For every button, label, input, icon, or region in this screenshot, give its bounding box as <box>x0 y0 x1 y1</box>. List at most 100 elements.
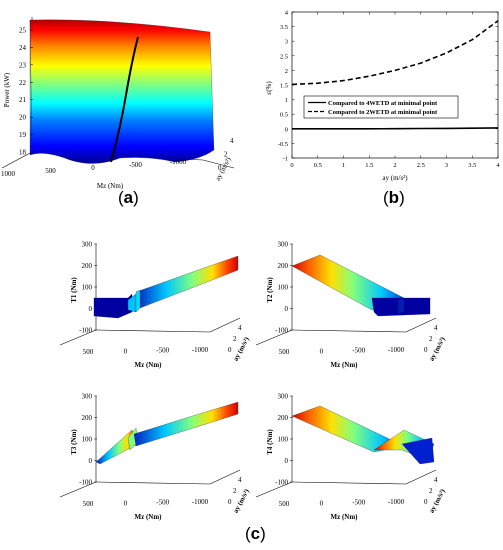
c-ztick-label: 0 <box>89 305 93 313</box>
c-xtick-label: 0 <box>320 499 324 507</box>
c-ytick-label: 0 <box>228 346 232 354</box>
c2-surface <box>291 254 431 317</box>
c-xlabel: Mz (Nm) <box>330 513 358 521</box>
c-ytick-label: 2 <box>429 487 433 495</box>
a-ztick-label: 22 <box>19 79 27 87</box>
b-ytick-label: 1 <box>285 97 288 104</box>
panel-b: -1 -0.5 0 0.5 1 1.5 2 2.5 3 3.5 4 0 0.5 1 1.5 2 2.5 3 3.5… <box>265 10 500 183</box>
a-xtick-label: 0 <box>91 164 95 172</box>
c-ztick-label: -100 <box>79 479 92 487</box>
panel-label-b: (b) <box>383 188 405 207</box>
b-plot-area <box>291 11 499 159</box>
a-xtick-label: 500 <box>45 167 56 175</box>
c-ztick-label: -100 <box>275 327 288 335</box>
c-xlabel: Mz (Nm) <box>134 361 162 369</box>
c-ytick-label: 4 <box>434 324 438 332</box>
b-ytick-label: 3 <box>285 39 288 46</box>
c3-surface <box>95 401 239 465</box>
c-xtick-label: -1000 <box>192 346 209 354</box>
c-ztick-label: -100 <box>275 479 288 487</box>
panel-label-a: (a) <box>118 188 139 207</box>
b-ylabel: ε(%) <box>265 81 273 95</box>
b-xtick-label: 0.5 <box>314 162 322 169</box>
c-ztick-label: 300 <box>278 241 289 249</box>
b-ytick-label: 2.5 <box>280 53 288 60</box>
c-xtick-label: 500 <box>83 348 94 356</box>
b-ytick-label: 1.5 <box>280 83 288 90</box>
a-ztick-label: 23 <box>19 61 27 69</box>
b-ytick-label: 4 <box>285 10 289 17</box>
b-xtick-label: 3.5 <box>468 162 476 169</box>
c-ztick-label: 300 <box>82 241 93 249</box>
c-zlabel: T1 (Nm) <box>70 277 78 303</box>
b-xtick-label: 1.5 <box>365 162 373 169</box>
c-ztick-label: 300 <box>278 393 289 401</box>
c-ytick-label: 2 <box>233 335 237 343</box>
c-xtick-label: -500 <box>156 499 169 507</box>
b-xtick-label: 4 <box>496 162 500 169</box>
a-ytick-label: 4 <box>230 137 234 145</box>
c-ytick-label: 2 <box>429 335 433 343</box>
b-xtick-label: 3 <box>445 162 448 169</box>
c-xtick-label: 0 <box>124 499 128 507</box>
c-ztick-label: 200 <box>278 262 289 270</box>
a-xlabel: Mz (Nm) <box>97 182 124 190</box>
a-zlabel: Power (kW) <box>3 72 11 107</box>
legend-item-2wetd: Compared to 2WETD at minimal point <box>328 109 438 116</box>
a-ztick-label: 24 <box>19 44 27 52</box>
c-xtick-label: -1000 <box>192 498 209 506</box>
b-xtick-label: 1 <box>342 162 345 169</box>
c-ztick-label: 200 <box>82 262 93 270</box>
c-ztick-label: 300 <box>82 393 93 401</box>
b-xtick-label: 2 <box>393 162 396 169</box>
a-ylabel: ay (m/s²) <box>214 155 233 182</box>
c-ztick-label: 200 <box>278 414 289 422</box>
c-xtick-label: -1000 <box>388 498 405 506</box>
c-ytick-label: 4 <box>434 476 438 484</box>
c-zlabel: T3 (Nm) <box>70 429 78 455</box>
minimal-point-curve <box>110 36 139 163</box>
series-line-2wetd <box>291 20 499 86</box>
c-ytick-label: 0 <box>228 498 232 506</box>
a-ztick-label: 18 <box>19 149 27 157</box>
c-ytick-label: 4 <box>238 476 242 484</box>
a-ztick-label: 20 <box>19 114 27 122</box>
panel-label-c: (c) <box>245 524 266 543</box>
b-ytick-label: 0 <box>285 126 288 133</box>
c-xtick-label: 0 <box>124 347 128 355</box>
c-zlabel: T4 (Nm) <box>266 429 274 455</box>
a-xtick-label: -1000 <box>170 158 187 166</box>
b-ytick-label: 0.5 <box>280 112 288 119</box>
c-xtick-label: 500 <box>83 500 94 508</box>
c-ytick-label: 2 <box>233 487 237 495</box>
b-ytick-label: -0.5 <box>278 141 288 148</box>
c-ztick-label: 100 <box>278 436 289 444</box>
c-xlabel: Mz (Nm) <box>330 361 358 369</box>
c-xlabel: Mz (Nm) <box>134 513 162 521</box>
c-ztick-label: -100 <box>79 327 92 335</box>
a-xtick-label: -500 <box>129 161 142 169</box>
c-xtick-label: 500 <box>279 500 290 508</box>
a-xtick-label: 1000 <box>1 170 16 178</box>
legend-item-4wetd: Compared to 4WETD at minimal point <box>328 100 438 107</box>
c-xtick-label: 0 <box>320 347 324 355</box>
c-ztick-label: 0 <box>89 457 93 465</box>
c-ztick-label: 0 <box>285 305 289 313</box>
c-ztick-label: 200 <box>82 414 93 422</box>
c-zlabel: T2 (Nm) <box>266 277 274 303</box>
c-ztick-label: 100 <box>82 436 93 444</box>
c-ytick-label: 0 <box>424 498 428 506</box>
a-ytick-label: 2 <box>224 151 228 159</box>
c-ytick-label: 4 <box>238 324 242 332</box>
b-ytick-label: 3.5 <box>280 24 288 31</box>
c4-surface <box>291 405 435 465</box>
b-xtick-label: 0 <box>290 162 293 169</box>
c-ytick-label: 0 <box>424 346 428 354</box>
b-legend: Compared to 4WETD at minimal point Compa… <box>303 95 459 119</box>
c-ztick-label: 0 <box>285 457 289 465</box>
c-ztick-label: 100 <box>278 284 289 292</box>
a-ztick-label: 21 <box>19 96 27 104</box>
